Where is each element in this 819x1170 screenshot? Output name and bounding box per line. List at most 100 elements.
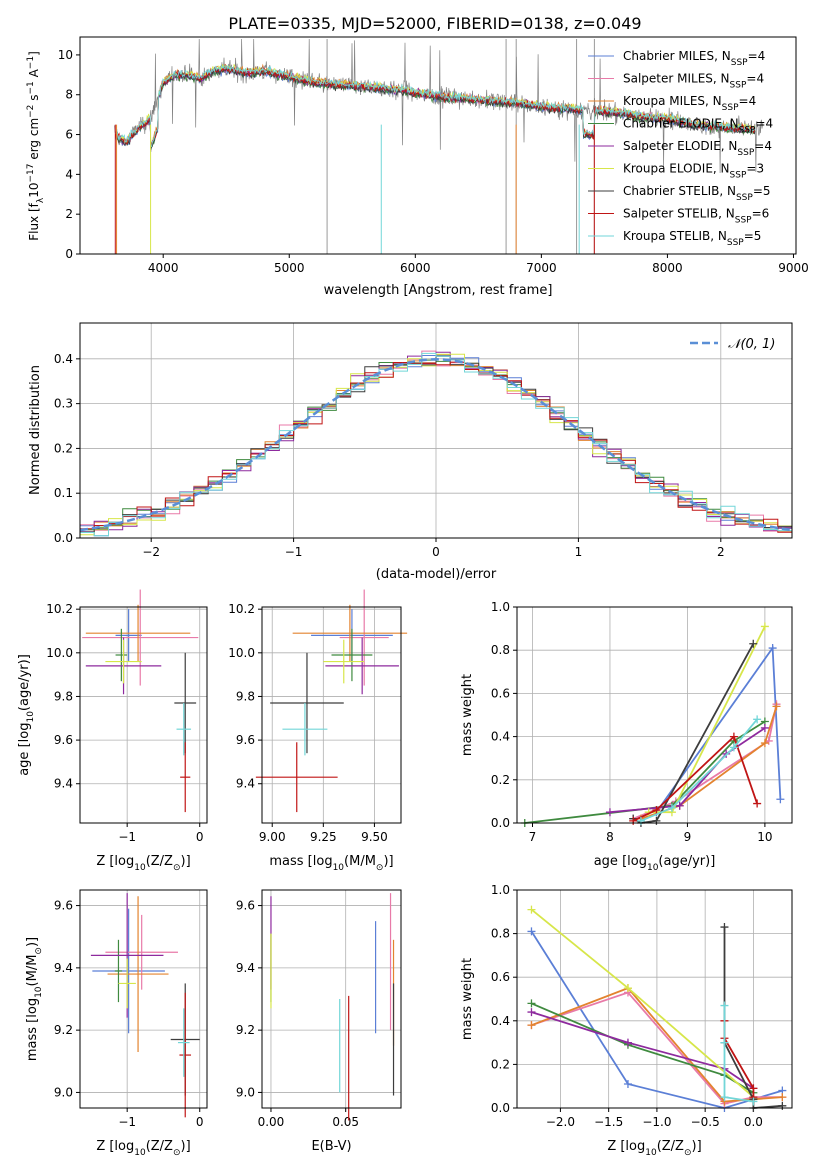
plus-marker bbox=[652, 806, 661, 815]
mass-vs-metallicity-panel: −1 09.09.29.49.6Z [log10(Z/Z⊙)]mass [log1… bbox=[25, 889, 208, 1158]
error-bar-point bbox=[331, 628, 373, 682]
x-tick-label: −1.0 bbox=[642, 1115, 671, 1129]
plus-marker bbox=[675, 801, 684, 810]
age-vs-mass-panel: 9.00 9.25 9.50 9.4 9.6 9.8 10.0 10.2 mass [log10… bbox=[228, 589, 408, 873]
x-tick-label: 9 bbox=[684, 830, 692, 844]
error-bar-point bbox=[270, 652, 344, 754]
y-tick-label: 0.8 bbox=[491, 643, 510, 657]
axes-frame bbox=[516, 606, 793, 824]
x-tick-label: 7 bbox=[529, 830, 537, 844]
y-tick-label: 0.8 bbox=[491, 927, 510, 941]
series-line bbox=[524, 720, 766, 824]
plus-marker bbox=[720, 1001, 729, 1010]
age-vs-metallicity-panel: −1 09.49.69.810.010.2Z [log10(Z/Z⊙)]age [… bbox=[17, 589, 208, 873]
model-spectrum-line bbox=[115, 64, 756, 148]
mass-weight-series bbox=[644, 622, 769, 817]
mass-weight-series bbox=[629, 732, 762, 825]
label-part: =4 bbox=[755, 117, 773, 131]
legend-entry: Chabrier MILES, NSSP=4 bbox=[623, 49, 765, 68]
x-tick-label: 10 bbox=[757, 830, 772, 844]
plus-marker bbox=[753, 715, 762, 724]
label-part: 10 bbox=[134, 1148, 146, 1158]
label-part: Kroupa MILES, N bbox=[623, 94, 722, 108]
x-tick-label: 9000 bbox=[778, 261, 809, 275]
plus-marker bbox=[778, 1093, 787, 1102]
label-part: SSP bbox=[735, 216, 752, 226]
error-bar-point bbox=[92, 908, 165, 1034]
axes-frame bbox=[516, 889, 793, 1109]
plus-marker bbox=[623, 1080, 632, 1089]
y-tick-label: 0.2 bbox=[491, 1057, 510, 1071]
legend-entry: Chabrier ELODIE, NSSP=4 bbox=[623, 117, 773, 136]
y-tick-label: 9.6 bbox=[54, 899, 73, 913]
y-tick-label: 9.8 bbox=[54, 689, 73, 703]
x-tick-label: −1 bbox=[118, 1115, 136, 1129]
y-tick-label: 10.0 bbox=[46, 646, 73, 660]
label-part: SSP bbox=[730, 171, 747, 181]
x-tick-label: 0.05 bbox=[332, 1115, 359, 1129]
label-part: −17 bbox=[26, 164, 36, 183]
error-bar-point bbox=[339, 589, 389, 686]
plus-marker bbox=[729, 743, 738, 752]
y-tick-label: 0.1 bbox=[54, 486, 73, 500]
x-axis-label: E(B-V) bbox=[311, 1139, 351, 1154]
mass-weight-series bbox=[520, 717, 769, 827]
label-part: Chabrier ELODIE, N bbox=[623, 117, 739, 131]
plus-marker bbox=[652, 816, 661, 825]
error-bar-point bbox=[115, 628, 128, 682]
mass-weight-series bbox=[629, 639, 758, 827]
y-tick-label: 8 bbox=[65, 88, 73, 102]
plus-marker bbox=[760, 723, 769, 732]
y-axis-label: mass weight bbox=[460, 958, 475, 1040]
label-part: (Z/Z bbox=[657, 1139, 684, 1154]
plus-marker bbox=[605, 808, 614, 817]
label-part: ⊙ bbox=[684, 1148, 692, 1158]
plus-marker bbox=[623, 1038, 632, 1047]
label-part: SSP bbox=[739, 126, 756, 136]
label-part: )] bbox=[383, 854, 393, 869]
axes-frame bbox=[261, 606, 402, 824]
y-tick-label: 9.2 bbox=[54, 1023, 73, 1037]
figure-title: PLATE=0335, MJD=52000, FIBERID=0138, z=0… bbox=[228, 14, 641, 33]
mass-weight-series bbox=[629, 700, 781, 823]
label-part: ⊙ bbox=[34, 947, 44, 955]
plus-marker bbox=[749, 1084, 758, 1093]
x-tick-label: 0 bbox=[196, 1115, 204, 1129]
label-part: age [log bbox=[594, 854, 647, 869]
x-axis-label: Z [log10(Z/Z⊙)] bbox=[96, 854, 190, 873]
label-part: λ bbox=[36, 197, 46, 203]
plus-marker bbox=[772, 702, 781, 711]
y-tick-label: 9.0 bbox=[54, 1085, 73, 1099]
x-tick-label: 4000 bbox=[148, 261, 179, 275]
label-part: =4 bbox=[748, 49, 766, 63]
y-tick-label: 9.4 bbox=[236, 961, 255, 975]
error-bar-point bbox=[325, 637, 399, 695]
label-part: )] bbox=[692, 1139, 702, 1154]
label-part: Kroupa STELIB, N bbox=[623, 229, 727, 243]
error-bar-point bbox=[105, 639, 142, 684]
legend-entry: Salpeter ELODIE, NSSP=4 bbox=[623, 139, 772, 158]
y-axis-label: mass [log10(M/M⊙)] bbox=[25, 937, 44, 1061]
legend-entry: Kroupa STELIB, NSSP=5 bbox=[623, 229, 761, 248]
label-part: 10 bbox=[27, 183, 41, 198]
plus-marker bbox=[753, 799, 762, 808]
plus-marker bbox=[623, 984, 632, 993]
error-bar-point bbox=[118, 958, 136, 1009]
x-axis-label: (data-model)/error bbox=[376, 567, 497, 582]
error-bar-point bbox=[176, 703, 192, 756]
x-tick-label: −1.5 bbox=[594, 1115, 623, 1129]
label-part: (age/yr)] bbox=[658, 854, 715, 869]
label-part: SSP bbox=[727, 238, 744, 248]
label-part: =6 bbox=[752, 207, 770, 221]
legend-entry: Kroupa ELODIE, NSSP=3 bbox=[623, 162, 764, 181]
error-bar-point bbox=[292, 604, 408, 662]
label-part: (Z/Z bbox=[146, 1139, 173, 1154]
y-axis-label: Flux [fλ10−17 erg cm−2 s−1 A−1] bbox=[26, 51, 46, 241]
error-bar-point bbox=[323, 639, 365, 684]
plus-marker bbox=[776, 795, 785, 804]
x-tick-label: 9.50 bbox=[361, 830, 388, 844]
y-tick-label: 9.0 bbox=[236, 1085, 255, 1099]
mass-weight-series bbox=[720, 1016, 758, 1102]
residual-histogram-panel: −2 −1 0 1 2 0.0 0.1 0.2 0.3 0.4 𝒩(0, 1) (data-model… bbox=[28, 322, 793, 582]
